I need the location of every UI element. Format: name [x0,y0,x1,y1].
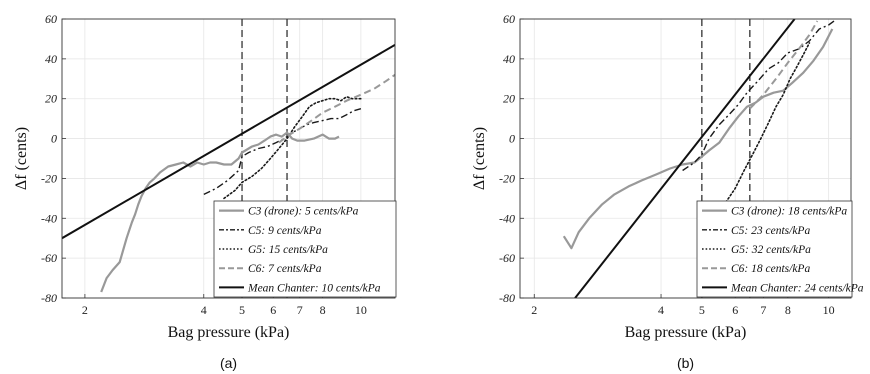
y-tick-label: -60 [499,251,515,265]
series-group [62,44,395,293]
series-line-1 [562,28,834,250]
y-axis-label: Δf (cents) [471,127,488,190]
series-line-5 [62,44,395,240]
legend-entry-4: C6: 18 cents/kPa [731,263,810,275]
legend-entry-4: C6: 7 cents/kPa [248,263,322,275]
y-tick-label: -40 [41,211,57,225]
x-tick-label: 5 [239,303,245,317]
y-tick-label: -20 [499,171,515,185]
y-tick-label: 60 [503,12,515,26]
y-tick-label: 20 [45,92,57,106]
x-tick-label: 5 [699,303,705,317]
legend-entry-1: C3 (drone): 5 cents/kPa [248,206,359,218]
y-tick-label: -20 [41,171,57,185]
legend-entry-5: Mean Chanter: 24 cents/kPa [730,282,864,294]
series-line-2 [682,20,835,172]
x-tick-label: 6 [732,303,738,317]
axes-frame [519,18,852,299]
y-tick-label: 40 [503,52,515,66]
x-tick-label: 8 [785,303,791,317]
panel-a: -80 -60 -40 -20 0 20 40 60 2 4 5 6 7 8 10 Bag pressure … [13,12,397,371]
y-tick-label: -40 [499,211,515,225]
y-tick-label: -80 [499,291,515,305]
y-tick-label: 20 [503,92,515,106]
x-tick-label: 10 [355,303,367,317]
series-line-5 [574,19,796,298]
x-tick-label: 8 [320,303,326,317]
legend: C3 (drone): 5 cents/kPa C5: 9 cents/kPa G5… [213,200,397,298]
series-group [562,19,835,298]
x-tick-label: 4 [658,303,664,317]
y-tick-label: 40 [45,52,57,66]
series-line-4 [749,20,819,110]
series-line-4 [278,73,395,144]
x-tick-label: 7 [760,303,766,317]
y-tick-label: 60 [45,12,57,26]
x-tick-label: 10 [823,303,835,317]
series-line-3 [223,95,362,200]
legend-entry-3: G5: 32 cents/kPa [731,244,811,256]
x-tick-label: 2 [82,303,88,317]
legend-entry-1: C3 (drone): 18 cents/kPa [731,206,847,218]
y-tick-label: -60 [41,251,57,265]
x-tick-label: 7 [297,303,303,317]
y-tick-label: -80 [41,291,57,305]
series-line-1 [100,131,340,293]
legend-box [213,200,397,298]
x-axis-label: Bag pressure (kPa) [625,324,747,341]
legend-box [696,200,853,298]
legend: C3 (drone): 18 cents/kPa C5: 23 cents/kPa… [696,200,864,298]
y-axis-label: Δf (cents) [13,127,30,190]
legend-entry-2: C5: 23 cents/kPa [731,225,810,237]
panel-label: (b) [677,355,694,371]
panel-b: -80 -60 -40 -20 0 20 40 60 2 4 5 6 7 8 10 Bag pressure … [471,12,864,371]
axes-frame [61,18,396,299]
x-axis-label: Bag pressure (kPa) [168,324,290,341]
x-tick-label: 6 [270,303,276,317]
y-tick-label: 0 [51,132,57,146]
y-tick-label: 0 [509,132,515,146]
x-tick-label: 4 [201,303,207,317]
legend-entry-3: G5: 15 cents/kPa [248,244,328,256]
legend-entry-5: Mean Chanter: 10 cents/kPa [247,282,381,294]
x-tick-label: 2 [531,303,537,317]
panel-label: (a) [220,355,237,371]
series-line-3 [724,42,811,204]
legend-entry-2: C5: 9 cents/kPa [248,225,322,237]
